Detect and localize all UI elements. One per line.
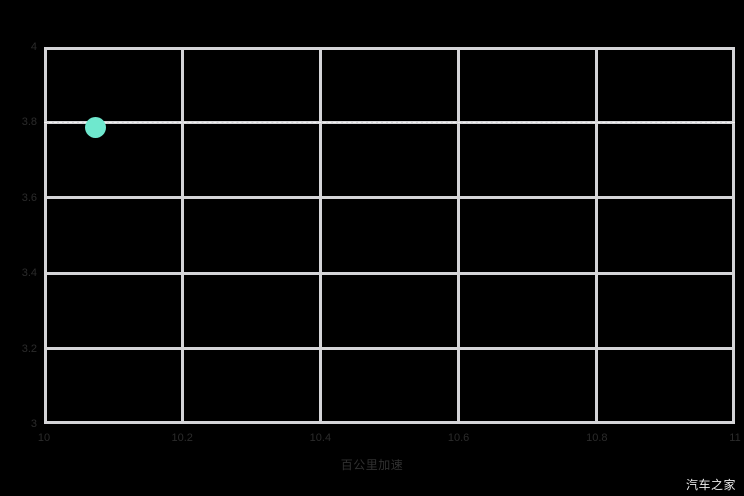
y-axis-tick-label: 3.2 [21, 342, 37, 355]
data-point[interactable] [84, 116, 106, 138]
x-axis-tick-label: 10.8 [586, 432, 608, 444]
x-axis-tick-label: 10.4 [309, 432, 332, 444]
gridline-vertical [595, 47, 599, 424]
plot-area [44, 47, 735, 424]
gridline-horizontal [44, 196, 735, 200]
y-axis-tick-label: 3.8 [21, 116, 37, 129]
y-axis-tick-label: 4 [30, 41, 37, 53]
gridline-vertical [318, 47, 322, 424]
gridline-vertical [732, 47, 735, 424]
watermark: 汽车之家 [685, 478, 736, 492]
x-axis-tick-label: 11 [729, 432, 741, 444]
y-axis-tick-label: 3.4 [21, 267, 37, 280]
x-axis-title: 百公里加速 [340, 458, 404, 472]
gridline-horizontal [44, 47, 735, 50]
gridline-horizontal [44, 421, 735, 424]
gridline-horizontal [44, 271, 735, 275]
x-axis-tick-label: 10.6 [447, 432, 470, 444]
y-axis-tick-label: 3.6 [21, 191, 37, 204]
gridline-vertical [457, 47, 461, 424]
reference-line [44, 122, 735, 124]
x-axis-tick-label: 10 [37, 432, 51, 444]
y-axis-tick-label: 3 [30, 418, 37, 430]
x-axis-tick-label: 10.2 [171, 432, 193, 444]
gridline-vertical [44, 47, 47, 424]
gridline-horizontal [44, 347, 735, 351]
gridline-vertical [180, 47, 184, 424]
